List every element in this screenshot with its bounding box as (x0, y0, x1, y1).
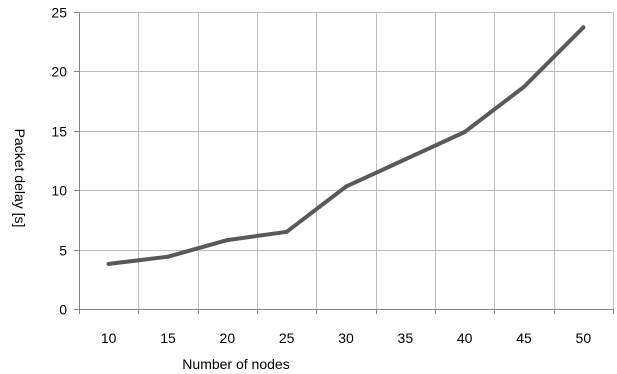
data-point (225, 238, 230, 243)
y-tick-label: 25 (51, 5, 67, 21)
x-tick-label: 30 (338, 330, 354, 346)
x-tick-label: 25 (279, 330, 295, 346)
data-point (462, 130, 467, 134)
series-group (106, 25, 586, 266)
y-tick-label: 20 (51, 64, 67, 80)
y-tick-label: 10 (51, 183, 67, 199)
data-point (522, 84, 526, 89)
y-tick-label: 0 (59, 302, 67, 318)
x-tick-label: 45 (516, 330, 532, 346)
x-tick-label: 40 (457, 330, 473, 346)
axes (74, 12, 614, 314)
y-tick-labels: 0 5 10 15 20 25 (51, 5, 67, 318)
y-tick-label: 5 (59, 243, 67, 259)
data-point (403, 157, 408, 162)
data-point (106, 261, 111, 266)
x-axis-title: Number of nodes (182, 356, 289, 372)
data-point (581, 25, 586, 30)
y-tick-label: 15 (51, 124, 67, 140)
data-point (166, 254, 170, 259)
horizontal-gridlines (79, 12, 613, 251)
x-tick-label: 50 (576, 330, 592, 346)
vertical-gridlines (138, 12, 614, 309)
data-point (284, 229, 289, 234)
x-tick-labels: 10 15 20 25 30 35 40 45 50 (101, 330, 591, 346)
x-tick-label: 20 (220, 330, 236, 346)
x-tick-label: 15 (160, 330, 176, 346)
data-point (344, 184, 348, 189)
x-tick-label: 10 (101, 330, 117, 346)
x-tick-label: 35 (398, 330, 414, 346)
series-line (106, 25, 586, 266)
y-axis-title: Packet delay [s] (12, 129, 28, 228)
